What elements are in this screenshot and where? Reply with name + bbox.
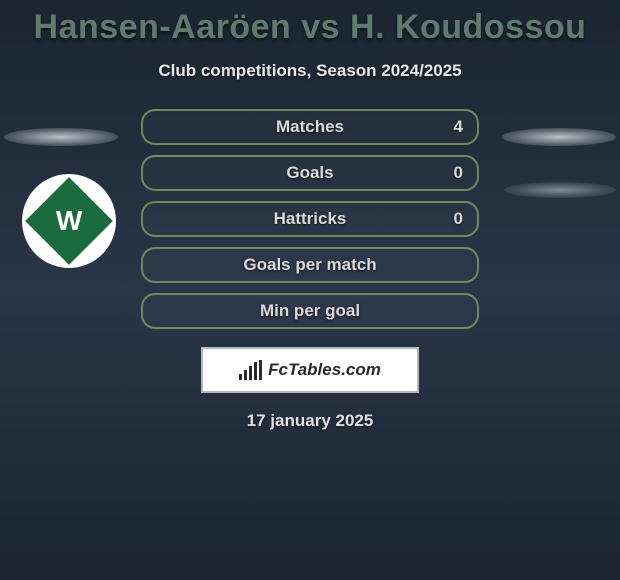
shadow-ellipse-right-2 <box>504 182 616 198</box>
stat-label: Min per goal <box>260 301 360 321</box>
stat-label: Goals per match <box>243 255 376 275</box>
stat-row: Matches 4 <box>141 109 479 145</box>
stat-row: Min per goal <box>141 293 479 329</box>
stat-row: Hattricks 0 <box>141 201 479 237</box>
stat-row: Goals per match <box>141 247 479 283</box>
stat-label: Hattricks <box>274 209 347 229</box>
stat-value: 0 <box>454 163 463 183</box>
shadow-ellipse-right <box>502 128 616 146</box>
page-subtitle: Club competitions, Season 2024/2025 <box>158 61 461 81</box>
brand-box: FcTables.com <box>201 347 419 393</box>
club-badge: W <box>22 174 116 268</box>
club-diamond-icon: W <box>25 177 113 265</box>
date-text: 17 january 2025 <box>247 411 374 431</box>
stat-label: Goals <box>286 163 333 183</box>
shadow-ellipse-left <box>4 128 118 146</box>
stat-row: Goals 0 <box>141 155 479 191</box>
brand-text: FcTables.com <box>268 360 381 380</box>
stat-value: 4 <box>454 117 463 137</box>
bars-chart-icon <box>239 360 262 380</box>
club-letter: W <box>56 205 82 237</box>
page-title: Hansen-Aaröen vs H. Koudossou <box>34 8 587 47</box>
stat-label: Matches <box>276 117 344 137</box>
stat-value: 0 <box>454 209 463 229</box>
